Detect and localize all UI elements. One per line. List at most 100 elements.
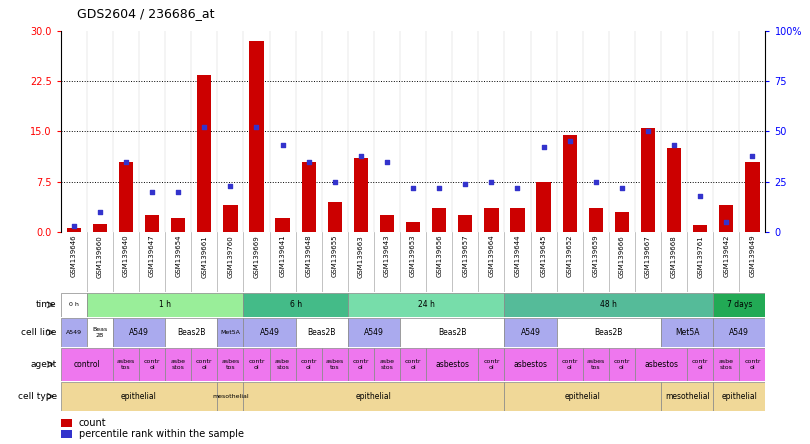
Point [93,208,106,215]
Bar [693,225,707,232]
Text: GSM139652: GSM139652 [567,235,573,277]
Bar [505,293,714,317]
Text: GSM139666: GSM139666 [619,235,625,278]
Text: asbes
tos: asbes tos [221,359,240,370]
Point [381,158,394,165]
Text: GSM139653: GSM139653 [410,235,416,278]
Text: contr
ol: contr ol [744,359,761,370]
Text: agent: agent [31,360,57,369]
Bar [197,75,211,232]
Text: GSM139647: GSM139647 [149,235,155,278]
Bar [165,348,191,381]
Bar [687,348,714,381]
Text: Beas
2B: Beas 2B [92,327,108,338]
Point [616,184,629,191]
Text: contr
ol: contr ol [614,359,630,370]
Bar [296,318,347,347]
Text: 24 h: 24 h [418,300,435,309]
Text: GSM139645: GSM139645 [540,235,547,277]
Bar [61,348,113,381]
Bar [61,293,87,317]
Text: contr
ol: contr ol [692,359,709,370]
Bar [641,128,655,232]
Text: asbes
tos: asbes tos [117,359,135,370]
Text: GSM139649: GSM139649 [749,235,756,278]
Bar [61,430,72,438]
Bar [270,348,296,381]
Text: contr
ol: contr ol [561,359,578,370]
Text: epithelial: epithelial [122,392,157,401]
Text: Beas2B: Beas2B [595,328,623,337]
Bar [244,348,270,381]
Text: asbes
tos: asbes tos [326,359,344,370]
Text: count: count [79,418,106,428]
Bar [400,348,426,381]
Point [590,178,603,185]
Bar [113,348,139,381]
Text: GSM139669: GSM139669 [254,235,259,278]
Bar [327,202,342,232]
Bar [296,348,322,381]
Bar [244,382,505,411]
Text: asbe
stos: asbe stos [171,359,185,370]
Text: A549: A549 [521,328,540,337]
Bar [479,348,505,381]
Text: asbes
tos: asbes tos [586,359,605,370]
Bar [249,41,264,232]
Bar [582,348,609,381]
Text: percentile rank within the sample: percentile rank within the sample [79,429,244,439]
Bar [556,348,582,381]
Text: A549: A549 [730,328,749,337]
Bar [244,318,296,347]
Text: GSM139663: GSM139663 [358,235,364,278]
Bar [400,318,505,347]
Bar [139,348,165,381]
Point [433,184,446,191]
Text: mesothelial: mesothelial [212,394,249,399]
Text: cell line: cell line [21,328,57,337]
Point [537,144,550,151]
Bar [505,318,556,347]
Bar [87,318,113,347]
Bar [615,212,629,232]
Text: GSM139760: GSM139760 [228,235,233,278]
Bar [714,382,765,411]
Text: GSM139640: GSM139640 [123,235,129,278]
Bar [714,318,765,347]
Text: Beas2B: Beas2B [177,328,206,337]
Bar [661,318,714,347]
Text: A549: A549 [129,328,149,337]
Point [746,152,759,159]
Text: GSM139654: GSM139654 [175,235,181,277]
Bar [275,218,290,232]
Bar [61,419,72,427]
Text: contr
ol: contr ol [301,359,317,370]
Text: GSM139668: GSM139668 [671,235,677,278]
Text: 7 days: 7 days [727,300,752,309]
Text: cell type: cell type [18,392,57,401]
Point [328,178,341,185]
Bar [61,382,217,411]
Bar [562,135,577,232]
Text: GSM139646: GSM139646 [70,235,77,278]
Point [667,142,680,149]
Bar [224,205,237,232]
Point [355,152,368,159]
Text: contr
ol: contr ol [352,359,369,370]
Bar [217,348,244,381]
Point [485,178,498,185]
Bar [113,318,165,347]
Bar [609,348,635,381]
Bar [347,293,505,317]
Text: asbestos: asbestos [435,360,469,369]
Text: contr
ol: contr ol [196,359,212,370]
Text: control: control [74,360,100,369]
Text: GSM139660: GSM139660 [97,235,103,278]
Bar [556,318,661,347]
Point [172,188,185,195]
Bar [244,293,347,317]
Text: A549: A549 [66,330,82,335]
Text: GSM139642: GSM139642 [723,235,729,277]
Text: 48 h: 48 h [600,300,617,309]
Text: Met5A: Met5A [220,330,241,335]
